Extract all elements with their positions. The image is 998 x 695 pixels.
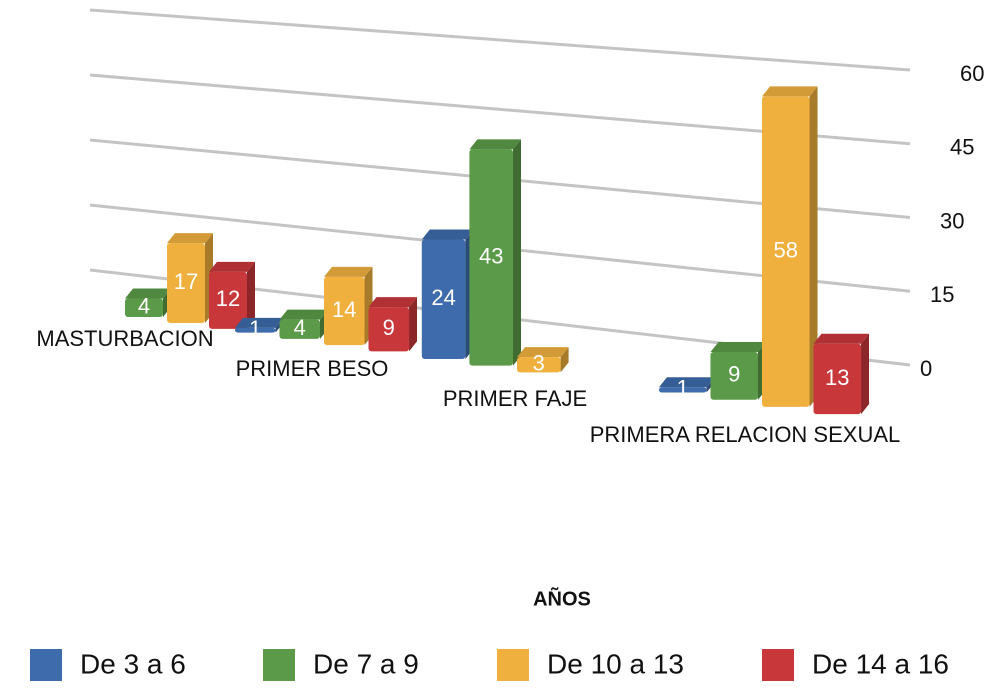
bar-side [409, 297, 418, 352]
bar [421, 239, 466, 360]
bar [762, 96, 810, 407]
grid-line [89, 8, 911, 72]
bar-top [324, 266, 373, 277]
bar [813, 343, 862, 415]
data-label: 9 [383, 315, 395, 340]
x-tick-label: PRIMER FAJE [443, 386, 587, 411]
bar [469, 149, 513, 366]
y-tick-label: 30 [940, 208, 964, 233]
bar [368, 307, 410, 352]
bar-top [167, 233, 213, 244]
x-tick-label: MASTURBACION [36, 326, 213, 351]
bar [279, 319, 320, 339]
legend-label: De 14 a 16 [812, 648, 949, 679]
x-tick-label: PRIMER BESO [236, 356, 389, 381]
data-label: 14 [332, 297, 356, 322]
bar [710, 352, 758, 400]
bar-top [762, 86, 818, 97]
bar-top [710, 342, 766, 353]
bar-top [658, 377, 715, 388]
y-tick-label: 45 [950, 135, 974, 160]
legend-label: De 3 a 6 [80, 648, 186, 679]
data-label: 12 [216, 286, 240, 311]
bar-top [813, 333, 870, 344]
bar-top [279, 309, 328, 320]
data-label: 17 [174, 269, 198, 294]
bar-side [861, 333, 870, 415]
data-label: 4 [294, 315, 306, 340]
legend-swatch [263, 649, 295, 681]
axis-title: AÑOS [533, 587, 591, 610]
bar [517, 357, 561, 373]
legend-label: De 10 a 13 [547, 648, 684, 679]
bar-side [809, 86, 818, 407]
bar-top [469, 139, 521, 150]
data-label: 3 [533, 351, 545, 376]
y-tick-label: 15 [930, 282, 954, 307]
legend-label: De 7 a 9 [313, 648, 419, 679]
bar [324, 276, 365, 346]
bar-side [513, 139, 521, 366]
data-label: 4 [138, 294, 150, 319]
data-label: 1 [677, 376, 689, 401]
data-label: 43 [479, 243, 503, 268]
bar-top [517, 347, 569, 358]
data-label: 1 [249, 316, 261, 341]
y-tick-label: 0 [920, 356, 932, 381]
bar-top [234, 317, 284, 328]
legend-swatch [497, 649, 529, 681]
bar-top [421, 229, 474, 240]
bar-top [209, 261, 255, 272]
data-label: 9 [728, 362, 740, 387]
bar [167, 243, 205, 323]
bar [209, 271, 247, 329]
bar-side [247, 261, 255, 329]
legend-swatch [30, 649, 62, 681]
y-tick-label: 60 [960, 61, 984, 86]
x-tick-label: PRIMERA RELACION SEXUAL [590, 422, 901, 447]
data-label: 13 [825, 365, 849, 390]
bar [125, 298, 163, 318]
bar [658, 387, 707, 393]
legend-swatch [762, 649, 794, 681]
data-label: 58 [774, 237, 798, 262]
bar-side [560, 347, 569, 373]
data-label: 24 [431, 285, 455, 310]
bar-top [125, 288, 171, 299]
bar [234, 327, 276, 333]
bar-top [368, 297, 418, 308]
